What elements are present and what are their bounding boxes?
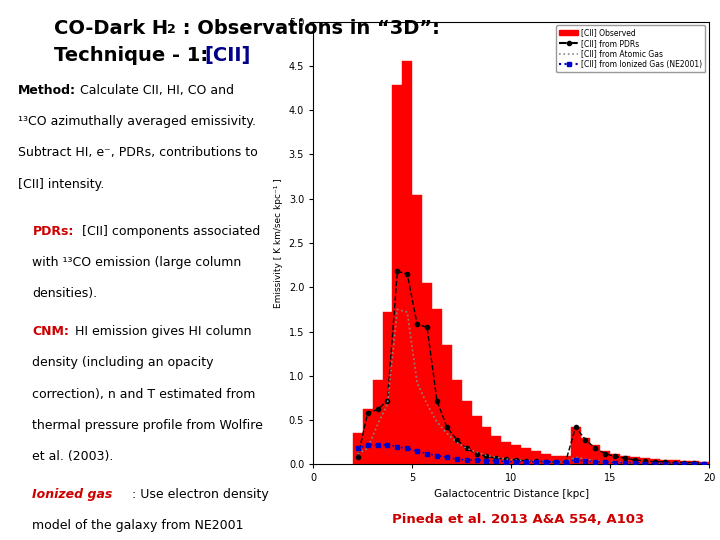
Bar <box>442 345 452 464</box>
Bar <box>561 456 571 464</box>
Bar <box>373 380 382 464</box>
Text: [CII] intensity.: [CII] intensity. <box>18 178 104 191</box>
Text: with ¹³CO emission (large column: with ¹³CO emission (large column <box>32 256 242 269</box>
Bar <box>680 461 690 464</box>
Y-axis label: Emissivity [ K km/sec kpc⁻¹ ]: Emissivity [ K km/sec kpc⁻¹ ] <box>274 178 283 308</box>
Text: : Observations in “3D”:: : Observations in “3D”: <box>176 19 439 38</box>
Text: densities).: densities). <box>32 287 97 300</box>
Text: density (including an opacity: density (including an opacity <box>32 356 214 369</box>
Text: Calculate CII, HI, CO and: Calculate CII, HI, CO and <box>76 84 233 97</box>
Text: ¹³CO azimuthally averaged emissivity.: ¹³CO azimuthally averaged emissivity. <box>18 115 256 128</box>
Bar <box>402 62 412 464</box>
Bar <box>382 312 392 464</box>
Bar <box>413 195 422 464</box>
Text: : Use electron density: : Use electron density <box>132 488 269 501</box>
Text: Ionized gas: Ionized gas <box>32 488 113 501</box>
Bar <box>492 436 501 464</box>
Bar <box>541 454 551 464</box>
Legend: [CII] Observed, [CII] from PDRs, [CII] from Atomic Gas, [CII] from Ionized Gas (: [CII] Observed, [CII] from PDRs, [CII] f… <box>556 25 706 72</box>
Text: PDRs:: PDRs: <box>32 225 73 238</box>
Text: CO-Dark H: CO-Dark H <box>54 19 168 38</box>
Bar <box>551 456 561 464</box>
Text: Technique - 1:: Technique - 1: <box>54 46 215 65</box>
Bar <box>580 438 590 464</box>
Bar <box>531 451 541 464</box>
Bar <box>699 462 709 464</box>
Bar <box>392 85 402 464</box>
Bar <box>670 460 680 464</box>
Bar <box>432 309 442 464</box>
Text: Method:: Method: <box>18 84 76 97</box>
Text: CNM:: CNM: <box>32 325 69 338</box>
Bar <box>590 445 600 464</box>
Text: [CII]: [CII] <box>204 46 251 65</box>
X-axis label: Galactocentric Distance [kpc]: Galactocentric Distance [kpc] <box>433 489 589 499</box>
Bar <box>690 461 699 464</box>
Bar <box>650 459 660 464</box>
Bar <box>620 456 630 464</box>
Bar <box>353 434 363 464</box>
Text: HI emission gives HI column: HI emission gives HI column <box>71 325 251 338</box>
Text: correction), n and T estimated from: correction), n and T estimated from <box>32 388 256 401</box>
Text: Subtract HI, e⁻, PDRs, contributions to: Subtract HI, e⁻, PDRs, contributions to <box>18 146 258 159</box>
Text: Pineda et al. 2013 A&A 554, A103: Pineda et al. 2013 A&A 554, A103 <box>392 513 644 526</box>
Bar <box>482 427 491 464</box>
Text: 2: 2 <box>167 23 176 36</box>
Bar <box>501 442 511 464</box>
Text: [CII] components associated: [CII] components associated <box>78 225 260 238</box>
Text: et al. (2003).: et al. (2003). <box>32 450 114 463</box>
Bar <box>611 454 620 464</box>
Bar <box>363 409 373 464</box>
Bar <box>452 380 462 464</box>
Bar <box>422 283 432 464</box>
Bar <box>660 460 670 464</box>
Bar <box>462 401 472 464</box>
Text: model of the galaxy from NE2001: model of the galaxy from NE2001 <box>32 519 244 532</box>
Bar <box>630 457 640 464</box>
Text: thermal pressure profile from Wolfire: thermal pressure profile from Wolfire <box>32 419 264 432</box>
Bar <box>511 445 521 464</box>
Bar <box>472 416 482 464</box>
Bar <box>600 451 611 464</box>
Bar <box>571 427 580 464</box>
Bar <box>521 448 531 464</box>
Bar <box>640 458 650 464</box>
